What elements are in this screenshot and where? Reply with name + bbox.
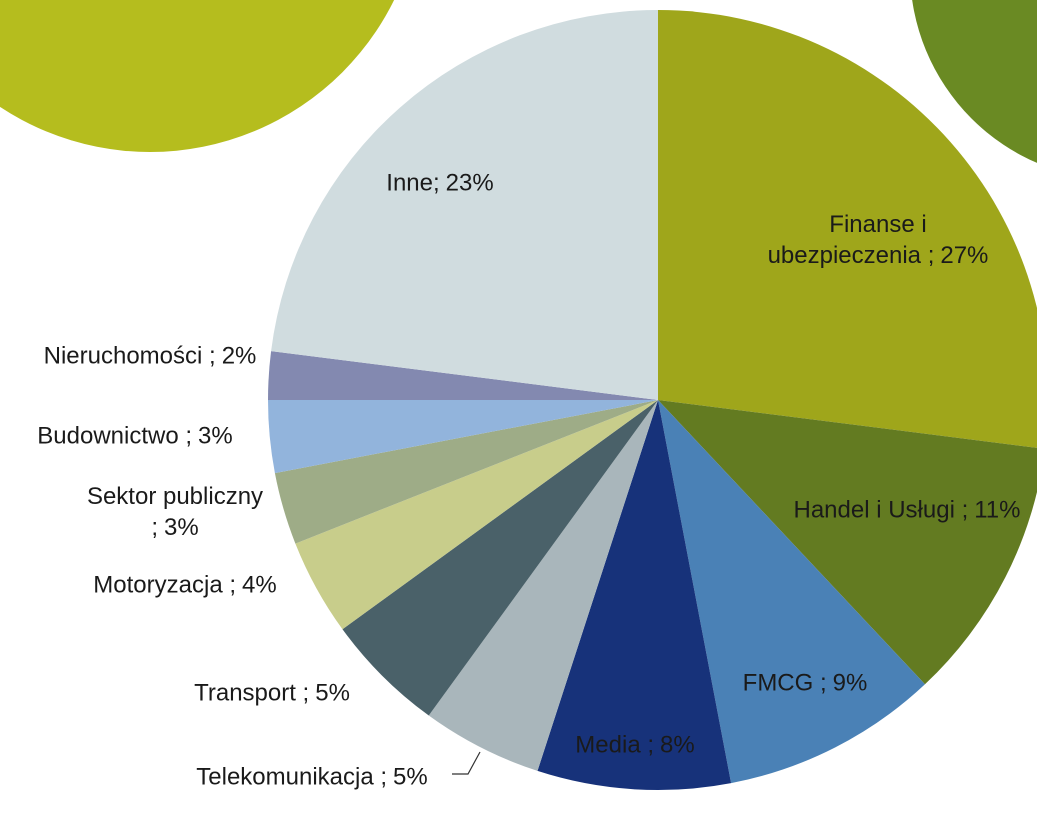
- label-value: 11%: [974, 496, 1021, 524]
- pie-slice: [658, 10, 1037, 448]
- pie-slice: [268, 400, 658, 474]
- pie-slice: [268, 351, 658, 400]
- pie-slice: [295, 400, 658, 630]
- data-label: FMCG ; 9%: [705, 668, 905, 699]
- label-value: 9%: [832, 669, 868, 697]
- data-label: Transport ; 5%: [162, 678, 382, 709]
- data-label: Sektor publiczny ; 3%: [70, 481, 280, 543]
- leader-line: [452, 751, 481, 775]
- pie-slice: [274, 400, 658, 544]
- label-value: 23%: [445, 169, 494, 197]
- decor-circle: [0, 0, 395, 152]
- label-value: 5%: [393, 763, 428, 791]
- label-value: 8%: [660, 731, 695, 759]
- label-name: Telekomunikacja ;: [196, 763, 388, 791]
- label-value: 3%: [198, 422, 233, 450]
- label-name: FMCG ;: [742, 669, 827, 697]
- data-label: Handel i Usługi ; 11%: [787, 495, 1027, 526]
- data-label: Inne; 23%: [340, 168, 540, 199]
- label-name: Transport ;: [194, 679, 310, 707]
- label-name: Finanse i ubezpieczenia ;: [767, 211, 935, 269]
- label-name: Inne;: [386, 169, 440, 197]
- label-name: Nieruchomości ;: [43, 342, 216, 370]
- label-name: Budownictwo ;: [37, 422, 193, 450]
- label-value: 27%: [940, 242, 989, 269]
- pie-slice: [658, 400, 1037, 685]
- data-label: Motoryzacja ; 4%: [55, 570, 315, 601]
- pie-slice: [342, 400, 658, 716]
- label-value: 4%: [242, 571, 277, 599]
- label-name: Media ;: [575, 731, 654, 759]
- pie-slice: [658, 400, 925, 784]
- pie-slice: [271, 10, 658, 400]
- label-name: Sektor publiczny ;: [86, 483, 264, 541]
- label-name: Handel i Usługi ;: [793, 496, 969, 524]
- label-value: 5%: [315, 679, 350, 707]
- data-label: Finanse i ubezpieczenia ; 27%: [758, 209, 998, 271]
- data-label: Telekomunikacja ; 5%: [167, 762, 457, 793]
- pie: [268, 10, 1037, 790]
- decor-circle: [912, 0, 1037, 163]
- label-value: 3%: [163, 514, 199, 541]
- pie-slice: [537, 400, 732, 790]
- label-value: 2%: [221, 342, 257, 370]
- label-name: Motoryzacja ;: [93, 571, 237, 599]
- pie-slice: [428, 400, 658, 771]
- data-label: Budownictwo ; 3%: [0, 421, 270, 452]
- data-label: Nieruchomości ; 2%: [30, 341, 270, 372]
- data-label: Media ; 8%: [550, 730, 720, 761]
